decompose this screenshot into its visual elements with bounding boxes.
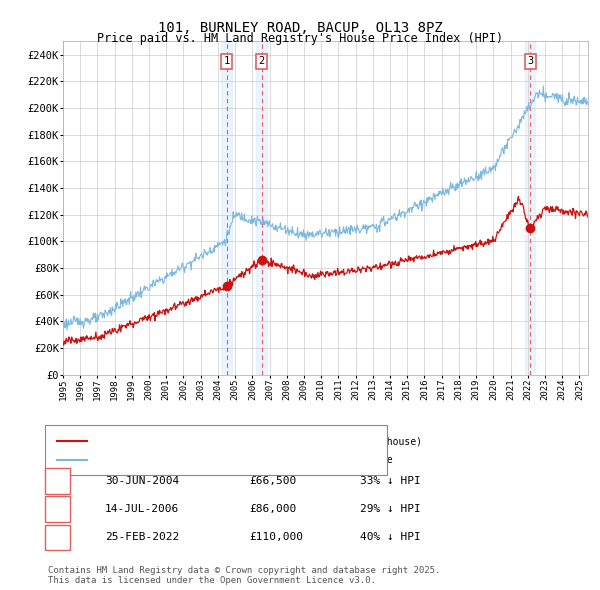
Text: £66,500: £66,500 <box>249 476 296 486</box>
Bar <box>525 41 535 375</box>
Text: 33% ↓ HPI: 33% ↓ HPI <box>360 476 421 486</box>
Text: 14-JUL-2006: 14-JUL-2006 <box>105 504 179 514</box>
Text: 101, BURNLEY ROAD, BACUP, OL13 8PZ: 101, BURNLEY ROAD, BACUP, OL13 8PZ <box>158 21 442 35</box>
Text: 30-JUN-2004: 30-JUN-2004 <box>105 476 179 486</box>
Text: £110,000: £110,000 <box>249 533 303 542</box>
Text: Contains HM Land Registry data © Crown copyright and database right 2025.
This d: Contains HM Land Registry data © Crown c… <box>48 566 440 585</box>
Text: 3: 3 <box>527 56 533 66</box>
Text: Price paid vs. HM Land Registry's House Price Index (HPI): Price paid vs. HM Land Registry's House … <box>97 32 503 45</box>
Text: 1: 1 <box>54 476 61 486</box>
Text: 3: 3 <box>54 533 61 542</box>
Text: 2: 2 <box>54 504 61 514</box>
Bar <box>221 41 232 375</box>
Text: £86,000: £86,000 <box>249 504 296 514</box>
Text: 40% ↓ HPI: 40% ↓ HPI <box>360 533 421 542</box>
Text: 2: 2 <box>259 56 265 66</box>
Text: HPI: Average price, semi-detached house, Rossendale: HPI: Average price, semi-detached house,… <box>93 455 392 464</box>
Text: 1: 1 <box>223 56 230 66</box>
Text: 25-FEB-2022: 25-FEB-2022 <box>105 533 179 542</box>
Bar <box>256 41 267 375</box>
Text: 101, BURNLEY ROAD, BACUP, OL13 8PZ (semi-detached house): 101, BURNLEY ROAD, BACUP, OL13 8PZ (semi… <box>93 436 422 446</box>
Text: 29% ↓ HPI: 29% ↓ HPI <box>360 504 421 514</box>
